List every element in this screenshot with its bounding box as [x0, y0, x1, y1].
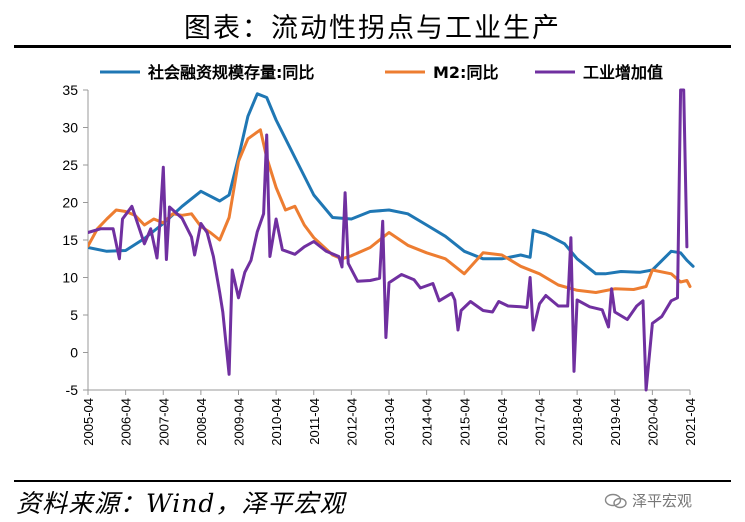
watermark-label: 泽平宏观	[632, 492, 693, 510]
x-tick-label: 2009-04	[232, 398, 247, 446]
x-tick-label: 2019-04	[608, 398, 623, 446]
title-rule	[14, 45, 731, 48]
y-tick-label: 25	[62, 157, 78, 173]
legend-label-2: M2:同比	[433, 63, 498, 82]
x-tick-label: 2006-04	[119, 398, 134, 446]
y-tick-label: 5	[70, 307, 78, 323]
y-tick-label: 15	[62, 232, 78, 248]
x-tick-label: 2014-04	[420, 398, 435, 446]
x-tick-label: 2005-04	[81, 398, 96, 446]
watermark: 泽平宏观	[604, 490, 692, 511]
series-line-2	[88, 128, 692, 294]
chart-title: 图表：流动性拐点与工业生产	[184, 13, 561, 44]
series-line-1	[88, 92, 695, 276]
plot-frame	[87, 90, 690, 391]
x-tick-label: 2012-04	[344, 398, 359, 446]
x-tick-label: 2010-04	[269, 398, 284, 446]
source-note: 资料来源：Wind，泽平宏观	[16, 489, 346, 518]
x-axis: 2005-04 2006-04 2007-04 2008-04 2009-04 2010-…	[81, 390, 698, 446]
y-axis: -5 0 5 10 15 20 25 30 35	[62, 82, 88, 398]
legend-label-3: 工业增加值	[583, 63, 663, 82]
source-rule	[14, 480, 731, 482]
legend-label-1: 社会融资规模存量:同比	[147, 63, 314, 82]
wechat-icon	[604, 493, 627, 508]
x-tick-label: 2013-04	[382, 398, 397, 446]
series-layer	[88, 88, 695, 392]
y-tick-label: 20	[62, 195, 78, 211]
x-tick-label: 2008-04	[194, 398, 209, 446]
x-tick-label: 2007-04	[156, 398, 171, 446]
y-tick-label: -5	[66, 382, 79, 398]
y-tick-label: 10	[62, 270, 78, 286]
series-line-3	[88, 88, 689, 392]
x-tick-label: 2021-04	[683, 398, 698, 446]
legend: 社会融资规模存量:同比 M2:同比 工业增加值	[100, 63, 663, 82]
y-tick-label: 30	[62, 120, 78, 136]
x-tick-label: 2016-04	[495, 398, 510, 446]
y-tick-label: 0	[70, 345, 78, 361]
x-tick-label: 2015-04	[457, 398, 472, 446]
y-tick-label: 35	[62, 82, 78, 98]
x-tick-label: 2020-04	[645, 398, 660, 446]
x-tick-label: 2018-04	[570, 398, 585, 446]
x-tick-label: 2017-04	[533, 398, 548, 446]
x-tick-label: 2011-04	[307, 398, 322, 445]
